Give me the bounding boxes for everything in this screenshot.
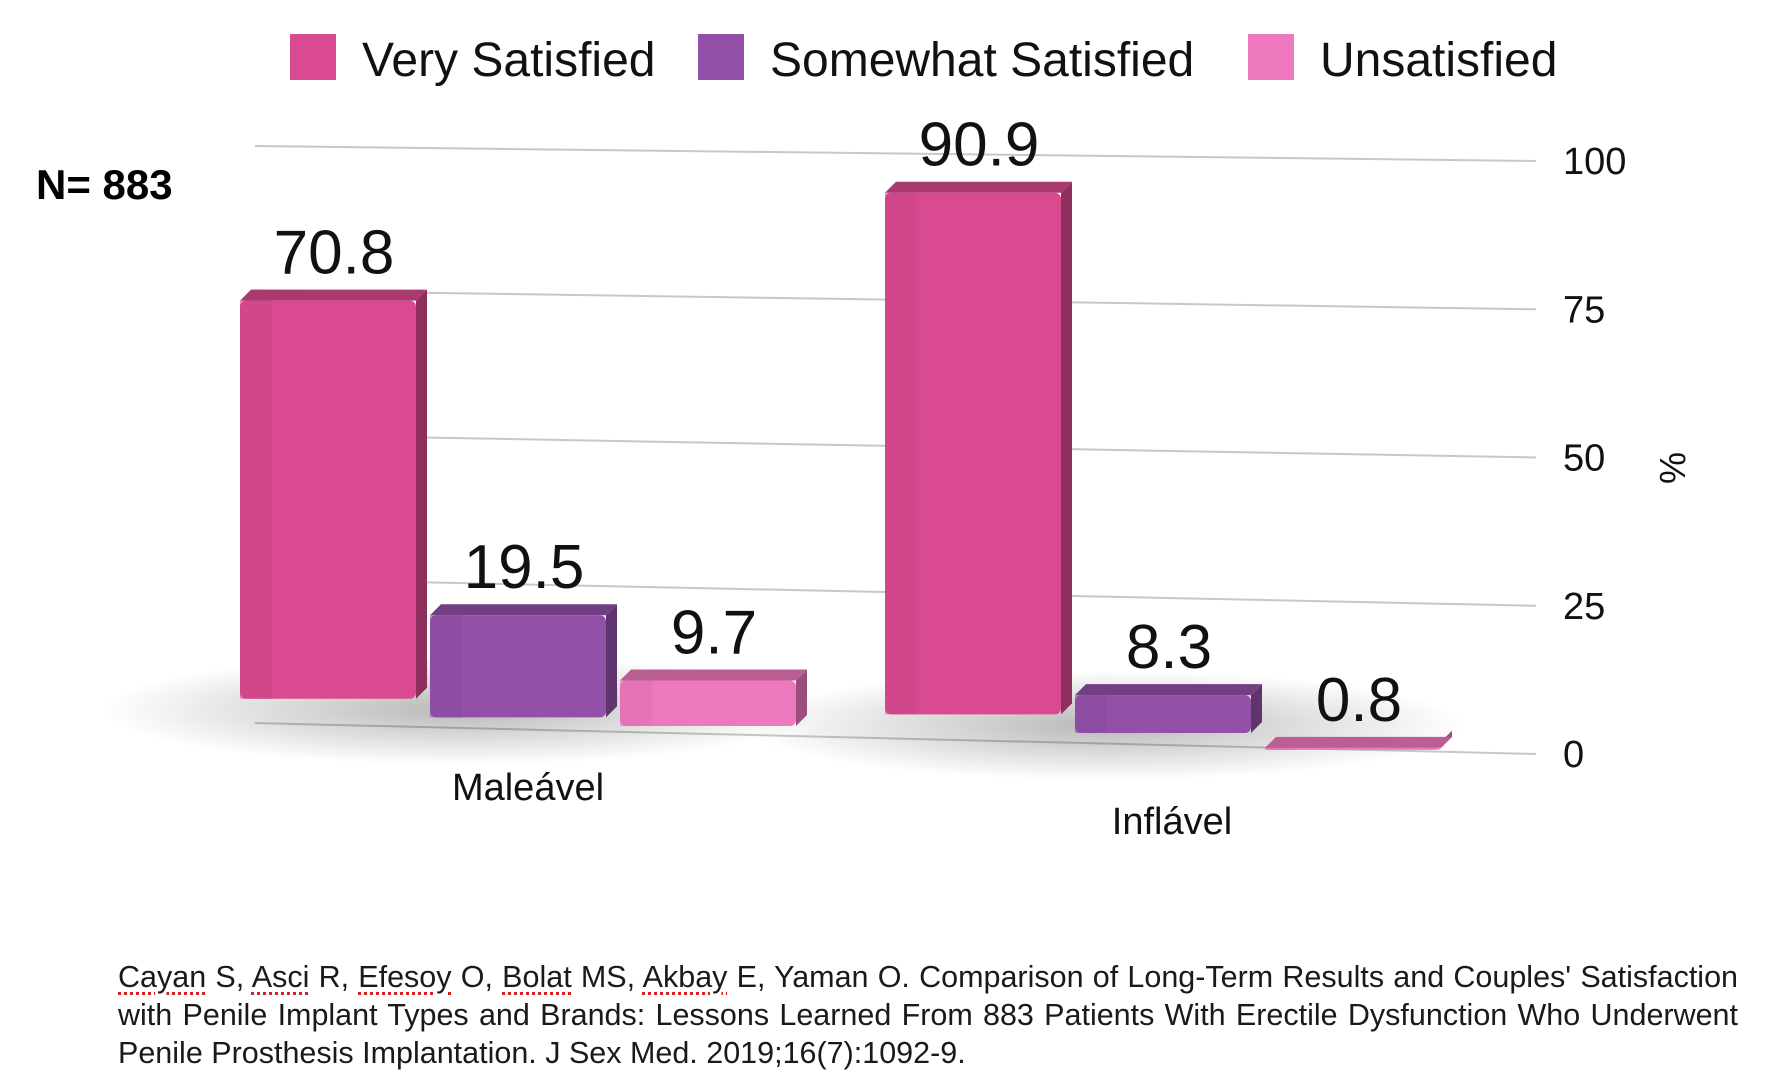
y-axis-label: %: [1652, 452, 1693, 484]
bar: [1265, 730, 1452, 750]
data-label: 90.9: [919, 111, 1040, 180]
sample-size-annotation: N= 883: [36, 161, 173, 208]
citation-authors: Cayan S, Asci R, Efesoy O, Bolat MS, Akb…: [118, 960, 775, 994]
legend-label: Somewhat Satisfied: [770, 34, 1194, 87]
data-label: 19.5: [464, 533, 585, 602]
citation-author: Cayan: [118, 960, 207, 994]
citation-author: Asci: [251, 960, 310, 994]
data-label: 0.8: [1316, 666, 1402, 735]
bar: [620, 669, 807, 726]
data-label: 9.7: [671, 598, 757, 667]
bar: [430, 604, 617, 718]
gridline: [254, 145, 1537, 162]
legend-swatch: [290, 34, 336, 80]
y-axis-ticks: 0 25 50 75 100: [1563, 141, 1626, 776]
citation-text: Yaman O. Comparison of Long-Term Results…: [118, 960, 1738, 1070]
citation-author: Bolat: [502, 960, 572, 994]
bars: [240, 181, 1452, 750]
y-tick-label: 50: [1563, 438, 1605, 480]
citation: Cayan S, Asci R, Efesoy O, Bolat MS, Akb…: [118, 958, 1738, 1072]
bar: [240, 289, 427, 699]
bar: [885, 181, 1072, 715]
legend-label: Very Satisfied: [362, 34, 655, 87]
legend-swatch: [1248, 34, 1294, 80]
y-tick-label: 0: [1563, 734, 1584, 776]
y-tick-label: 100: [1563, 141, 1626, 183]
citation-author: Akbay: [642, 960, 728, 994]
category-label: Maleável: [452, 767, 604, 809]
category-labels: Maleável Inflável: [452, 767, 1232, 843]
y-tick-label: 75: [1563, 289, 1605, 331]
y-tick-label: 25: [1563, 586, 1605, 628]
legend-label: Unsatisfied: [1320, 34, 1557, 87]
category-label: Inflável: [1112, 801, 1232, 843]
data-label: 70.8: [274, 219, 395, 288]
legend: Very Satisfied Somewhat Satisfied Unsatisf…: [290, 34, 1557, 87]
data-labels: 70.8 19.5 9.7 90.9 8.3 0.8: [274, 111, 1402, 735]
legend-swatch: [698, 34, 744, 80]
data-label: 8.3: [1126, 613, 1212, 682]
citation-author: Efesoy: [358, 960, 452, 994]
bar: [1075, 684, 1262, 733]
